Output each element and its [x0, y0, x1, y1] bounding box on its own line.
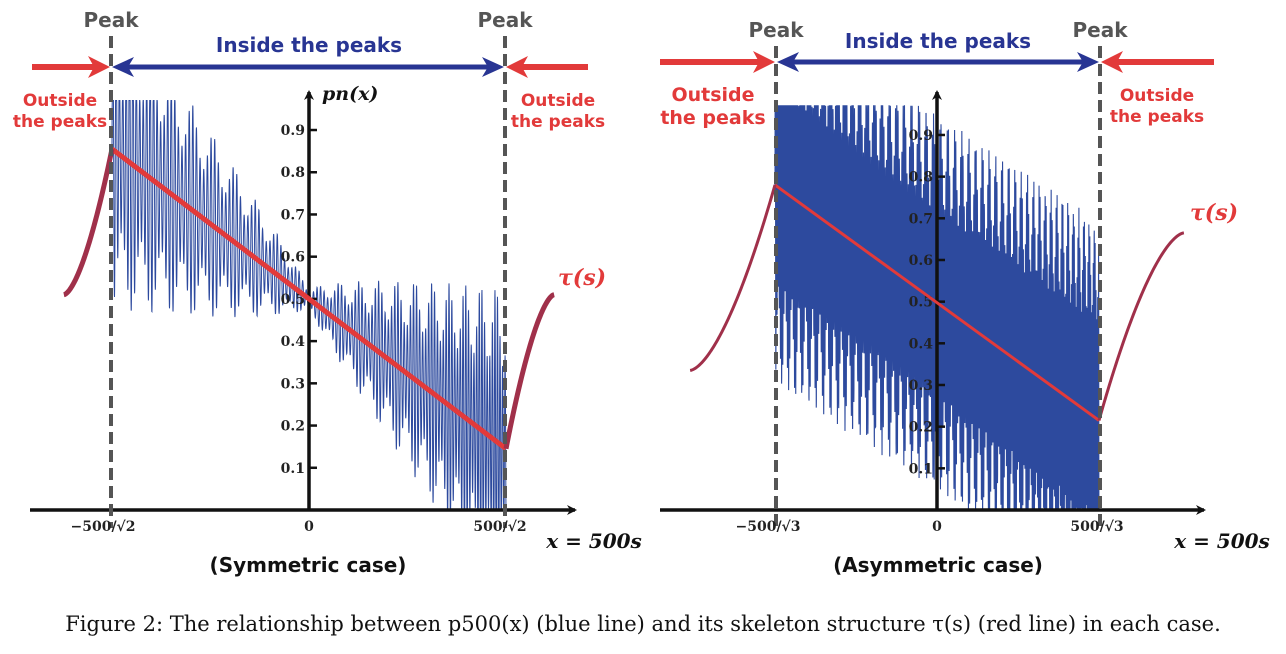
outside-label-left-1: Outside: [23, 91, 97, 111]
y-tick-label: 0.6: [909, 253, 933, 269]
outside-arrow-left: [660, 51, 775, 73]
asymmetric-panel: 0.1 0.2 0.3 0.4 0.5 0.6 0.7 0.8 0.9 Peak Peak In…: [660, 18, 1270, 577]
x-tick-zero: 0: [304, 519, 314, 535]
y-tick-label: 0.4: [909, 336, 934, 352]
tau-outside-left-curve: [689, 184, 777, 372]
symmetric-panel: 0.1 0.2 0.3 0.4 0.5 0.6 0.7 0.8 0.9 Peak Peak In…: [13, 8, 642, 577]
inside-arrow: [777, 52, 1099, 72]
y-tick-label: 0.2: [281, 419, 305, 435]
y-axis-label: pn(x): [322, 83, 378, 105]
x-axis-label: x = 500s: [1173, 529, 1270, 553]
outside-arrow-right: [506, 56, 588, 78]
outside-label-left-1: Outside: [671, 84, 754, 106]
x-tick-left: −500/√2: [70, 519, 135, 535]
y-tick-label: 0.3: [909, 378, 933, 394]
y-tick-label: 0.8: [281, 165, 305, 181]
x-tick-left: −500/√3: [735, 519, 800, 535]
x-axis-label: x = 500s: [545, 529, 642, 553]
y-tick-label: 0.5: [909, 295, 933, 311]
outside-label-right-1: Outside: [521, 91, 595, 111]
peak-label-right: Peak: [1072, 18, 1128, 42]
tau-outside-right-curve: [1097, 231, 1185, 421]
peak-label-left: Peak: [83, 8, 139, 32]
y-tick-label: 0.1: [281, 461, 305, 477]
tau-label: τ(s): [558, 265, 606, 291]
y-tick-label: 0.7: [909, 211, 933, 227]
outside-label-right-2: the peaks: [511, 112, 605, 132]
y-tick-label: 0.6: [281, 250, 305, 266]
outside-label-left-2: the peaks: [13, 112, 107, 132]
outside-label-left-2: the peaks: [660, 107, 765, 129]
tau-label: τ(s): [1190, 200, 1238, 226]
subtitle: (Symmetric case): [210, 553, 407, 577]
x-tick-zero: 0: [932, 519, 942, 535]
y-tick-label: 0.7: [281, 207, 305, 223]
x-tick-right: 500/√3: [1070, 519, 1123, 535]
outside-arrow-left: [32, 56, 110, 78]
y-tick-label: 0.5: [281, 292, 305, 308]
y-tick-label: 0.4: [281, 334, 306, 350]
y-tick-label: 0.1: [909, 461, 933, 477]
peak-label-left: Peak: [748, 18, 804, 42]
x-tick-right: 500/√2: [473, 519, 526, 535]
y-tick-label: 0.9: [281, 123, 305, 139]
inside-peaks-label: Inside the peaks: [845, 29, 1031, 53]
tau-outside-left-curve: [63, 148, 115, 298]
outside-arrow-right: [1101, 51, 1214, 73]
outside-label-right-1: Outside: [1120, 86, 1194, 106]
y-tick-label: 0.2: [909, 420, 933, 436]
figure: 0.1 0.2 0.3 0.4 0.5 0.6 0.7 0.8 0.9 Peak Peak In…: [13, 8, 1270, 577]
y-tick-label: 0.8: [909, 170, 933, 186]
outside-label-right-2: the peaks: [1110, 107, 1204, 127]
y-tick-label: 0.9: [909, 128, 933, 144]
tau-inside-line: [774, 183, 1100, 422]
y-tick-label: 0.3: [281, 376, 305, 392]
figure-caption: Figure 2: The relationship between p500(…: [65, 612, 1221, 636]
inside-peaks-label: Inside the peaks: [216, 33, 402, 57]
tau-inside-line: [110, 147, 508, 451]
tau-outside-right-curve: [503, 292, 555, 450]
inside-arrow: [112, 57, 504, 77]
peak-label-right: Peak: [477, 8, 533, 32]
subtitle: (Asymmetric case): [833, 553, 1043, 577]
